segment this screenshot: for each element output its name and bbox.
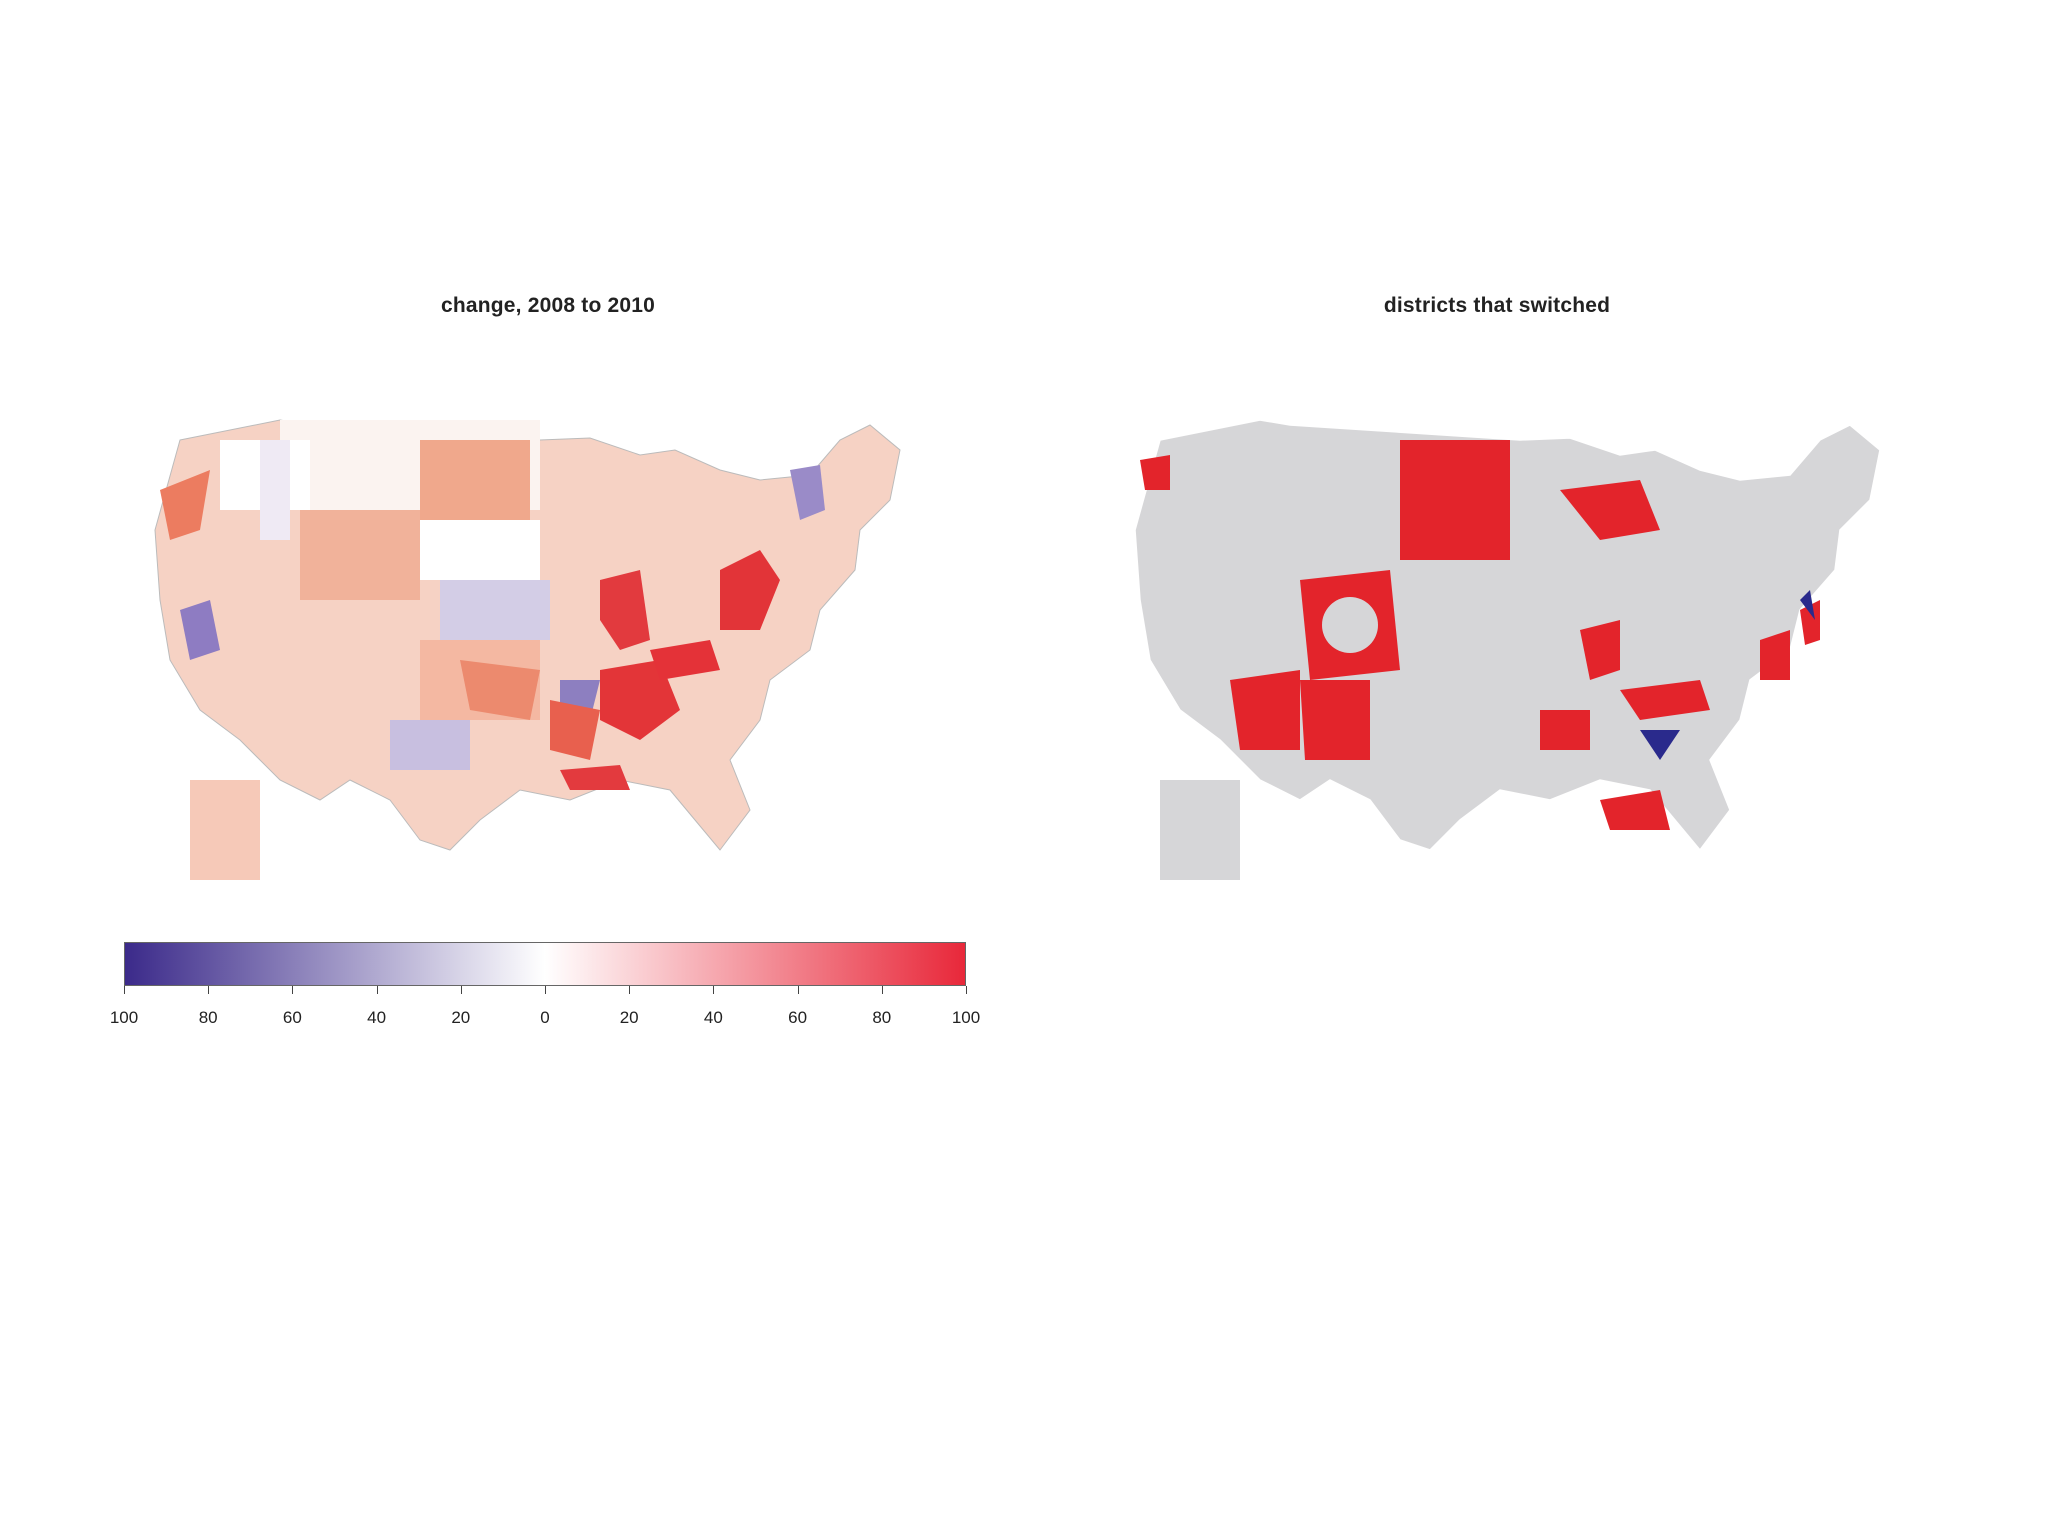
legend-tick-mark [292, 986, 294, 994]
district-region [650, 640, 720, 680]
legend-tick-label: 100 [951, 1008, 981, 1027]
switched-district [1640, 730, 1680, 760]
legend-tick-label: 80 [198, 1008, 218, 1027]
legend-tick-mark [460, 986, 462, 994]
district-region [260, 440, 290, 540]
legend-tick-label: 40 [367, 1008, 387, 1027]
legend-tick-mark [629, 986, 631, 994]
district-region [160, 470, 210, 540]
district-region [560, 765, 630, 790]
legend-tick-mark [797, 986, 799, 994]
switched-district [1140, 455, 1170, 490]
legend-tick-label: 60 [788, 1008, 808, 1027]
district-region [790, 465, 825, 520]
legend-gradient-bar [124, 942, 966, 986]
switched-district [1580, 620, 1620, 680]
district-region [440, 580, 550, 640]
district-region [550, 700, 600, 760]
legend-tick-label: 20 [619, 1008, 639, 1027]
legend-tick-label: 0 [540, 1008, 550, 1027]
district-region [190, 780, 260, 880]
switched-district [1300, 680, 1370, 760]
legend-tick-mark [881, 986, 883, 994]
legend-tick-label: 20 [451, 1008, 471, 1027]
district-region [460, 660, 540, 720]
legend-tick-mark [376, 986, 378, 994]
district-region [600, 570, 650, 650]
switched-district [1540, 710, 1590, 750]
district-region [390, 720, 470, 770]
switched-districts [1140, 440, 1820, 830]
change-map [154, 419, 901, 880]
district-region [300, 510, 420, 600]
district-region [420, 520, 540, 580]
legend-tick-mark [124, 986, 125, 994]
switched-district [1620, 680, 1710, 720]
district-region [720, 550, 780, 630]
switched-district [1560, 480, 1660, 540]
legend-tick-label: 80 [872, 1008, 892, 1027]
legend-tick-label: 40 [703, 1008, 723, 1027]
legend-tick-label: 60 [282, 1008, 302, 1027]
unswitched-hole [1322, 597, 1378, 653]
left-map-title: change, 2008 to 2010 [440, 294, 656, 317]
switched-district [1600, 790, 1670, 830]
legend-tick-mark [208, 986, 210, 994]
switched-district [1800, 590, 1815, 620]
legend-tick-label: 100 [109, 1008, 139, 1027]
district-region [180, 600, 220, 660]
switched-district [1760, 630, 1790, 680]
switched-district [1400, 440, 1510, 560]
legend-tick-mark [545, 986, 546, 994]
district-region [420, 440, 530, 520]
switched-map [1134, 419, 1881, 880]
switched-district [1800, 600, 1820, 645]
alaska [1160, 780, 1240, 880]
color-legend: 100 80 60 40 20 0 20 40 60 80 100 [100, 930, 1000, 1050]
switched-district [1230, 670, 1300, 750]
legend-tick-mark [966, 986, 967, 994]
right-map-title: districts that switched [1383, 294, 1611, 317]
legend-tick-mark [713, 986, 715, 994]
districts-left [160, 420, 825, 880]
